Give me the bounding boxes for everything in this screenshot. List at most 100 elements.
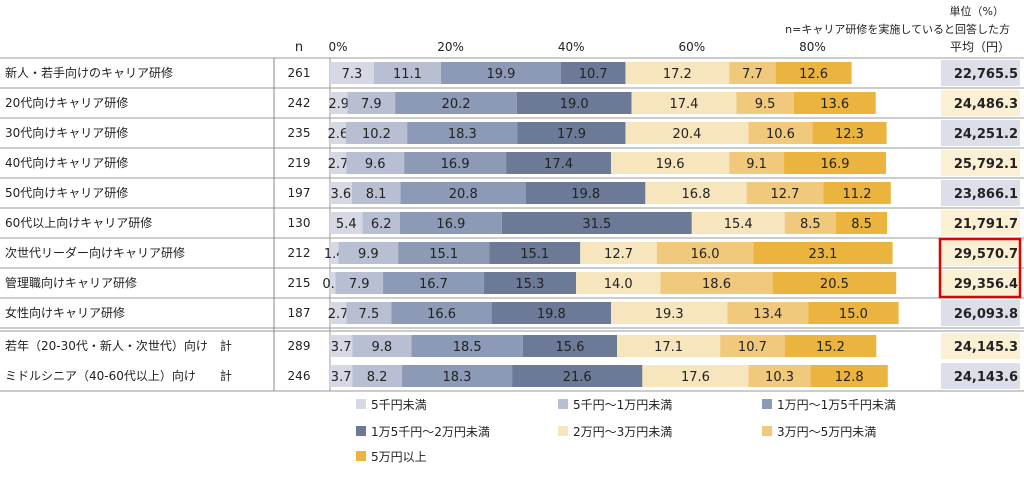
bar-segment — [720, 335, 785, 357]
average-cell — [941, 120, 1020, 146]
data-label: 10.6 — [766, 127, 795, 142]
bar-segment — [576, 272, 661, 294]
average-cell — [941, 333, 1020, 359]
bar-segment — [398, 242, 490, 264]
bar-segment — [352, 365, 402, 387]
bar-segment — [631, 92, 737, 114]
legend-swatch — [356, 399, 366, 409]
bar-segment — [729, 152, 785, 174]
highlight-box — [938, 237, 1022, 299]
data-label: 19.8 — [537, 307, 566, 322]
data-label: 11.1 — [393, 67, 422, 82]
data-label: 15.1 — [429, 247, 458, 262]
data-label: 19.8 — [571, 187, 600, 202]
data-label: 15.1 — [520, 247, 549, 262]
average-cell — [941, 240, 1020, 266]
bar-segment — [440, 62, 561, 84]
category-label: 次世代リーダー向けキャリア研修 — [5, 245, 185, 260]
n-value: 242 — [288, 96, 311, 110]
bar-segment — [351, 182, 401, 204]
bar-segment — [330, 122, 346, 144]
data-label: 10.2 — [362, 127, 391, 142]
category-row: 50代向けキャリア研修 197 23,866.1 3.6 8.1 20.8 19.8 16.8… — [5, 180, 1020, 206]
bar-segment — [338, 242, 399, 264]
bar-segment — [812, 122, 887, 144]
data-label: 16.8 — [682, 187, 711, 202]
average-value: 24,145.3 — [954, 340, 1018, 355]
bar-segment — [330, 212, 363, 234]
category-row: 30代向けキャリア研修 235 24,251.2 2.6 10.2 18.3 17.9 20.… — [5, 120, 1020, 146]
average-value: 25,792.1 — [954, 157, 1018, 172]
data-label: 20.2 — [442, 97, 471, 112]
data-label: 9.5 — [755, 97, 776, 112]
data-label: 15.2 — [816, 340, 845, 355]
data-label: 17.9 — [557, 127, 586, 142]
average-value: 24,486.3 — [954, 97, 1018, 112]
data-label: 10.7 — [579, 67, 608, 82]
data-label: 8.5 — [800, 217, 821, 232]
bar-segment — [784, 335, 877, 357]
bar-segment — [642, 365, 749, 387]
data-label: 14.0 — [604, 277, 633, 292]
data-label: 3.6 — [331, 187, 352, 202]
bar-segment — [330, 62, 375, 84]
category-row: 次世代リーダー向けキャリア研修 212 29,570.71.4 9.9 15.1 15.1… — [5, 240, 1020, 266]
data-label: 19.3 — [655, 307, 684, 322]
data-label: 15.3 — [515, 277, 544, 292]
bar-segment — [610, 302, 728, 324]
bar-segment — [753, 242, 893, 264]
bar-segment — [352, 335, 412, 357]
bar-segment — [411, 335, 523, 357]
x-tick-label: 0% — [328, 40, 347, 54]
legend-item: 5千円未満 — [356, 398, 427, 412]
category-row: 40代向けキャリア研修 219 25,792.1 2.7 9.6 16.9 17.4 19.6… — [5, 150, 1020, 176]
data-label: 17.4 — [544, 157, 573, 172]
bar-segment — [506, 152, 611, 174]
bar-segment — [399, 212, 502, 234]
category-label: 女性向けキャリア研修 — [5, 305, 125, 320]
category-label: 60代以上向けキャリア研修 — [5, 215, 152, 230]
n-value: 246 — [288, 369, 311, 383]
legend-item: 1万円〜1万5千円未満 — [762, 398, 896, 412]
data-label: 7.5 — [359, 307, 380, 322]
data-label: 23.1 — [808, 247, 837, 262]
bar-segment — [784, 212, 836, 234]
data-label: 3.7 — [331, 370, 352, 385]
bar-segment — [793, 92, 876, 114]
bar-segment — [330, 92, 348, 114]
average-cell — [941, 300, 1020, 326]
average-value: 24,251.2 — [954, 127, 1018, 142]
bar-segment — [491, 302, 611, 324]
bar-segment — [775, 62, 852, 84]
legend-item: 2万円〜3万円未満 — [558, 425, 672, 439]
data-label: 9.1 — [746, 157, 767, 172]
data-label: 9.9 — [358, 247, 379, 262]
legend-item: 3万円〜5万円未満 — [762, 425, 876, 439]
average-value: 23,866.1 — [954, 187, 1018, 202]
average-cell — [941, 90, 1020, 116]
data-label: 19.0 — [560, 97, 589, 112]
legend-swatch — [558, 426, 568, 436]
data-label: 5.4 — [336, 217, 357, 232]
n-value: 219 — [288, 156, 311, 170]
data-label: 13.4 — [753, 307, 782, 322]
category-row: 若年（20-30代・新人・次世代）向け 計 289 24,145.3 3.7 9.8 18… — [5, 333, 1020, 359]
bar-segment — [346, 302, 392, 324]
average-cell — [941, 210, 1020, 236]
data-label: 17.6 — [681, 370, 710, 385]
legend-swatch — [762, 426, 772, 436]
data-label: 9.8 — [372, 340, 393, 355]
bar-segment — [727, 302, 809, 324]
legend-label: 5千円〜1万円未満 — [573, 398, 672, 412]
bar-segment — [625, 62, 730, 84]
bar-segment — [645, 182, 747, 204]
bar-segment — [330, 272, 336, 294]
bar-segment — [748, 365, 811, 387]
bar-segment — [362, 212, 400, 234]
average-cell — [941, 60, 1020, 86]
data-label: 19.6 — [656, 157, 685, 172]
category-label: 20代向けキャリア研修 — [5, 95, 128, 110]
data-label: 12.7 — [770, 187, 799, 202]
bar-segment — [400, 182, 526, 204]
bar-segment — [330, 182, 352, 204]
